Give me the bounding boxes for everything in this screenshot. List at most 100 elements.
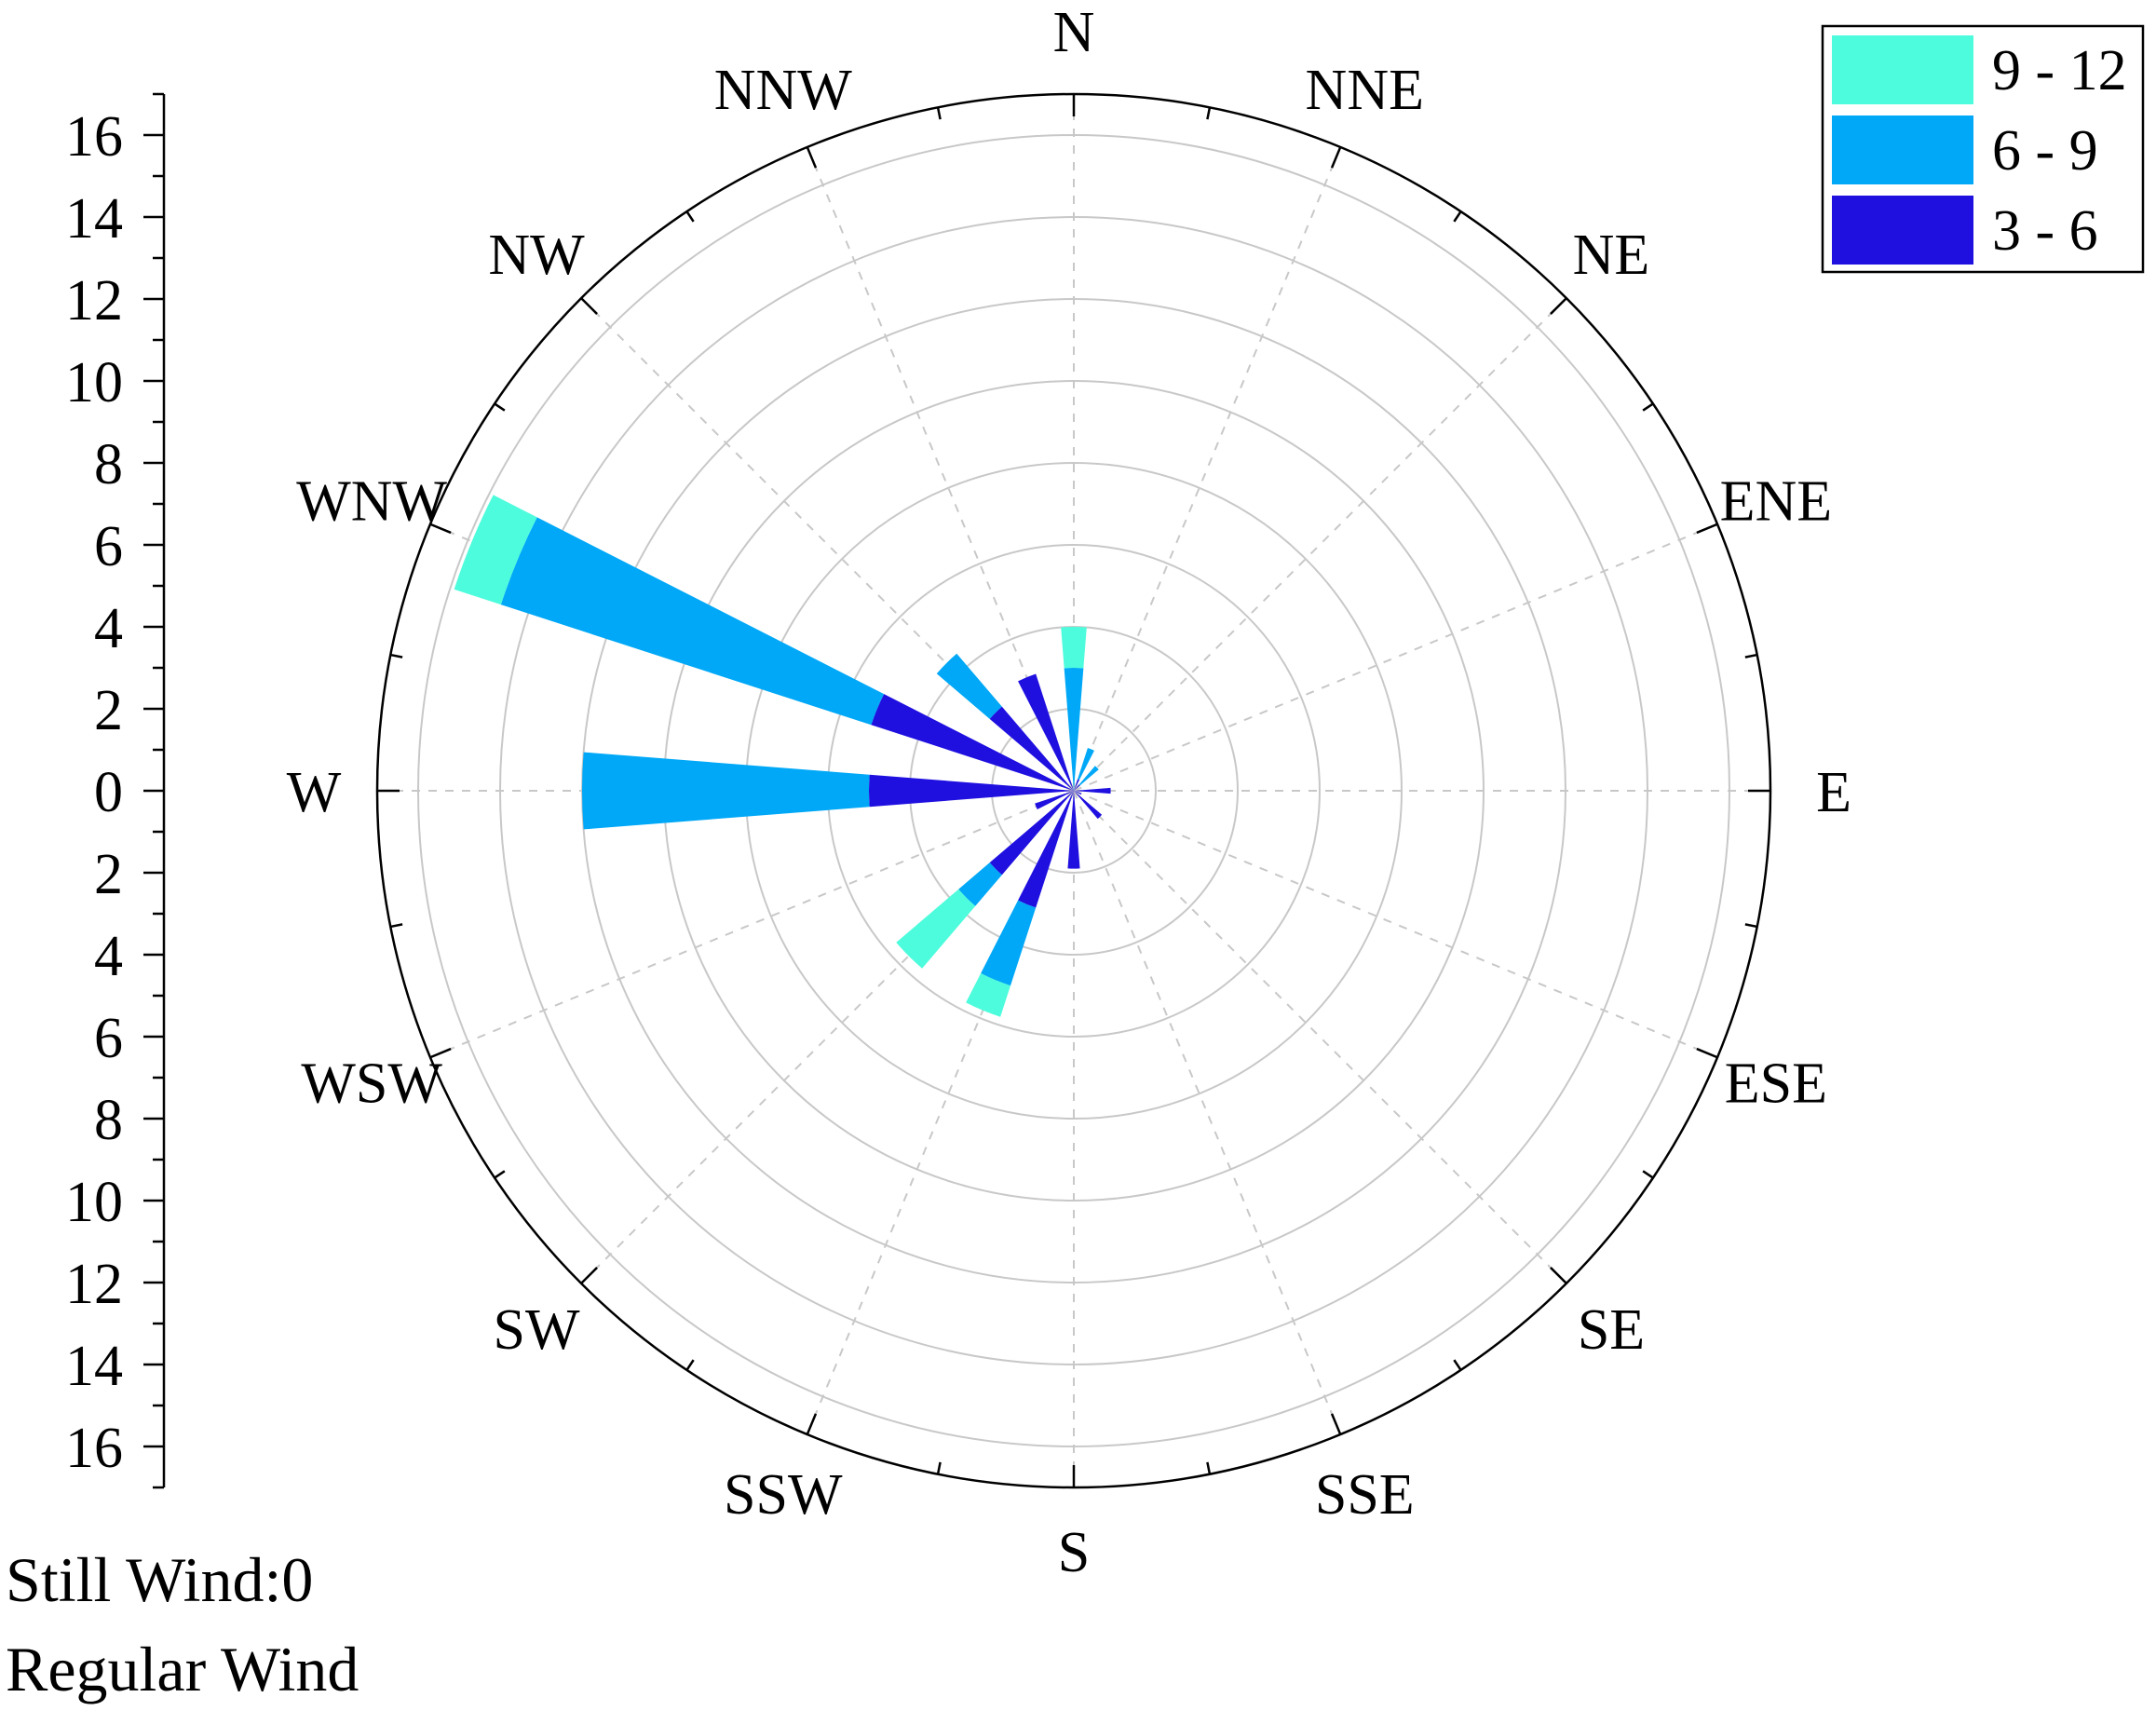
- frame-tick: [1206, 1461, 1212, 1474]
- bar-se-series-0: [1074, 791, 1103, 820]
- direction-label-se: SE: [1578, 1298, 1645, 1362]
- outer-frame: [375, 92, 1772, 1489]
- axis-tick-label: 0: [94, 761, 123, 824]
- frame-tick: [685, 1359, 695, 1371]
- axis-tick-label: 6: [94, 515, 123, 578]
- axis-tick-label: 12: [65, 269, 123, 333]
- axis-tick-label: 8: [94, 433, 123, 496]
- bar-nne-series-0: [1074, 779, 1079, 791]
- frame-tick: [1453, 210, 1462, 223]
- direction-label-s: S: [1058, 1521, 1090, 1584]
- bar-w-series-0: [868, 774, 1074, 808]
- regular-wind-label: Regular Wind: [6, 1634, 359, 1704]
- bar-ne-series-0: [1074, 784, 1080, 791]
- direction-label-ese: ESE: [1725, 1052, 1827, 1115]
- direction-label-w: W: [287, 761, 342, 824]
- axis-tick-label: 12: [65, 1253, 123, 1316]
- direction-label-e: E: [1816, 761, 1851, 824]
- frame-tick: [806, 146, 818, 169]
- frame-tick: [494, 1170, 506, 1179]
- bar-wnw-series-1: [500, 517, 885, 726]
- axis-tick-label: 10: [65, 1171, 123, 1234]
- frame-tick: [1330, 146, 1342, 169]
- frame-tick: [1744, 653, 1757, 659]
- legend-label: 6 - 9: [1992, 119, 2098, 183]
- legend-label: 9 - 12: [1992, 39, 2127, 102]
- bar-ssw-series-2: [966, 973, 1011, 1017]
- bar-s-series-0: [1067, 791, 1080, 869]
- axis-tick-label: 14: [65, 187, 123, 251]
- axis-tick-label: 4: [94, 597, 123, 660]
- bar-sw-series-0: [989, 791, 1074, 876]
- frame-tick: [1744, 923, 1757, 929]
- bar-ne-series-1: [1078, 766, 1099, 786]
- bar-e-series-0: [1074, 787, 1111, 794]
- direction-label-nnw: NNW: [714, 59, 853, 122]
- frame-tick: [1206, 107, 1212, 120]
- bar-nw-series-1: [936, 653, 1002, 719]
- frame-tick: [1642, 402, 1654, 412]
- bar-ssw-series-0: [1018, 791, 1074, 908]
- legend-label: 3 - 6: [1992, 199, 2098, 263]
- bar-wnw-series-0: [871, 694, 1074, 791]
- frame-tick: [580, 297, 598, 315]
- frame-tick: [1696, 523, 1718, 535]
- legend-swatch: [1832, 115, 1973, 184]
- bar-ese-series-0: [1074, 791, 1082, 794]
- frame-tick: [390, 653, 403, 659]
- direction-label-ne: NE: [1573, 224, 1650, 287]
- bar-ssw-series-1: [981, 900, 1037, 986]
- frame-tick: [580, 1267, 598, 1284]
- axis-tick-label: 8: [94, 1089, 123, 1152]
- frame-tick: [429, 1047, 452, 1059]
- frame-tick: [806, 1413, 818, 1435]
- direction-label-sw: SW: [494, 1298, 580, 1362]
- bar-n-series-2: [1061, 627, 1087, 669]
- bar-nne-series-1: [1078, 747, 1094, 781]
- frame-tick: [1330, 1413, 1342, 1435]
- bar-sw-series-1: [958, 862, 1002, 906]
- bar-wnw-series-2: [454, 495, 537, 605]
- legend-swatch: [1832, 196, 1973, 265]
- frame-tick: [685, 210, 695, 223]
- frame-tick: [1642, 1170, 1654, 1179]
- direction-label-sse: SSE: [1315, 1463, 1415, 1527]
- wind-bars: [454, 495, 1111, 1017]
- grid-spoke: [1073, 297, 1567, 792]
- direction-label-ene: ENE: [1720, 470, 1833, 534]
- frame-tick: [1550, 297, 1567, 315]
- legend: 9 - 12 6 - 9 3 - 6: [1821, 24, 2145, 274]
- bar-wsw-series-0: [1035, 791, 1074, 809]
- axis-tick-label: 2: [94, 679, 123, 742]
- direction-labels: N NNE NE ENE E ESE SE SSE S SSW SW WSW W WNW NW NNW: [287, 1, 1851, 1584]
- bar-nw-series-0: [989, 706, 1074, 791]
- frame-tick: [390, 923, 403, 929]
- axis-tick-label: 2: [94, 843, 123, 906]
- legend-swatch: [1832, 35, 1973, 104]
- axis-tick-label: 16: [65, 105, 123, 169]
- still-wind-label: Still Wind:0: [6, 1544, 314, 1615]
- radial-axis: 16 14 12 10 8 6 4 2 0 2 4 6 8 10 12 14 16: [65, 92, 166, 1489]
- axis-tick-label: 6: [94, 1007, 123, 1070]
- frame-tick: [429, 523, 452, 535]
- axis-tick-label: 14: [65, 1335, 123, 1398]
- frame-tick: [936, 1461, 942, 1474]
- direction-label-nne: NNE: [1306, 59, 1424, 122]
- frame-tick: [936, 107, 942, 120]
- frame-tick: [1453, 1359, 1462, 1371]
- bar-n-series-1: [1064, 668, 1084, 791]
- direction-label-n: N: [1053, 1, 1095, 64]
- axis-tick-label: 16: [65, 1417, 123, 1480]
- frame-tick: [494, 402, 506, 412]
- direction-label-nw: NW: [488, 224, 585, 287]
- bar-sw-series-2: [896, 889, 976, 969]
- bar-nnw-series-0: [1018, 673, 1074, 791]
- axis-tick-label: 10: [65, 351, 123, 414]
- axis-tick-label: 4: [94, 925, 123, 988]
- frame-tick: [1696, 1047, 1718, 1059]
- direction-label-wnw: WNW: [296, 470, 447, 534]
- direction-label-wsw: WSW: [301, 1052, 442, 1115]
- grid-spoke: [1073, 790, 1567, 1284]
- direction-label-ssw: SSW: [724, 1463, 843, 1527]
